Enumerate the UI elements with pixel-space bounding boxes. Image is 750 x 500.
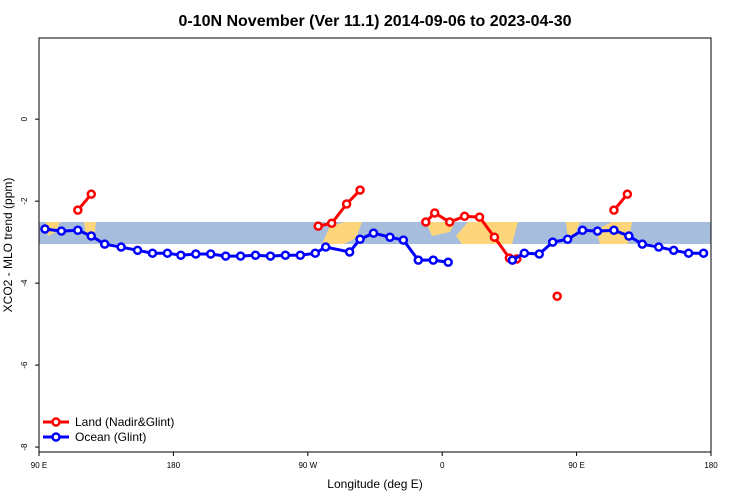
data-point xyxy=(489,232,500,242)
x-tick-label: 180 xyxy=(167,461,181,470)
data-point xyxy=(132,245,143,256)
legend-marker xyxy=(51,417,61,427)
data-point xyxy=(73,205,83,215)
data-point xyxy=(385,232,395,242)
y-tick-label: -8 xyxy=(20,443,29,451)
data-point xyxy=(205,249,216,259)
data-point xyxy=(295,250,306,260)
y-tick-label: 0 xyxy=(20,116,29,121)
data-point xyxy=(622,189,633,199)
data-point xyxy=(73,225,83,235)
data-point xyxy=(413,255,424,265)
data-point xyxy=(653,242,664,252)
data-point xyxy=(220,251,231,261)
data-point xyxy=(552,291,562,301)
data-point xyxy=(313,221,324,231)
data-point xyxy=(637,239,648,249)
x-axis-label: Longitude (deg E) xyxy=(327,477,422,491)
data-point xyxy=(355,185,365,195)
data-point xyxy=(280,250,291,260)
y-tick-label: -4 xyxy=(20,279,29,287)
data-point xyxy=(398,235,409,245)
data-point xyxy=(547,237,558,247)
series-line xyxy=(44,227,449,264)
data-point xyxy=(368,228,379,238)
data-point xyxy=(577,225,588,235)
data-point xyxy=(668,245,679,256)
legend-marker xyxy=(51,432,61,442)
data-point xyxy=(341,199,352,209)
data-point xyxy=(592,226,603,236)
data-point xyxy=(235,251,246,261)
data-point xyxy=(56,226,67,236)
data-point xyxy=(250,250,261,260)
data-point xyxy=(429,208,440,218)
data-point xyxy=(99,239,110,249)
data-point xyxy=(698,248,709,258)
data-point xyxy=(459,211,470,222)
data-point xyxy=(320,242,331,252)
y-tick-label: -6 xyxy=(20,361,29,369)
x-tick-label: 90 W xyxy=(298,461,317,470)
x-tick-label: 0 xyxy=(440,461,445,470)
data-point xyxy=(86,231,97,241)
series-line xyxy=(317,189,362,228)
data-point xyxy=(624,231,634,241)
data-point xyxy=(428,255,438,265)
data-point xyxy=(176,250,186,260)
data-point xyxy=(40,224,50,234)
data-point xyxy=(86,189,97,199)
data-point xyxy=(609,205,619,215)
data-point xyxy=(147,248,158,258)
data-point xyxy=(443,257,453,267)
data-point xyxy=(609,225,619,235)
y-axis-label: XCO2 - MLO trend (ppm) xyxy=(1,178,15,313)
data-point xyxy=(421,217,431,227)
data-point xyxy=(683,248,694,258)
plot-frame xyxy=(38,37,712,453)
data-point xyxy=(310,248,321,258)
x-tick-label: 90 E xyxy=(568,461,584,470)
data-point xyxy=(474,212,485,222)
data-point xyxy=(355,234,365,245)
data-point xyxy=(162,248,173,258)
data-point xyxy=(116,242,126,252)
data-point xyxy=(562,234,573,245)
legend-label: Land (Nadir&Glint) xyxy=(75,415,174,429)
x-tick-label: 90 E xyxy=(31,461,47,470)
data-point xyxy=(534,249,545,259)
data-point xyxy=(326,218,337,229)
data-point xyxy=(265,251,276,261)
legend-label: Ocean (Glint) xyxy=(75,430,146,444)
x-tick-label: 180 xyxy=(704,461,718,470)
chart-title: 0-10N November (Ver 11.1) 2014-09-06 to … xyxy=(178,13,571,30)
data-point xyxy=(507,255,518,265)
data-point xyxy=(191,249,201,259)
data-point xyxy=(519,248,530,258)
y-tick-label: -2 xyxy=(20,197,29,205)
data-point xyxy=(444,217,455,227)
data-point xyxy=(344,247,355,257)
